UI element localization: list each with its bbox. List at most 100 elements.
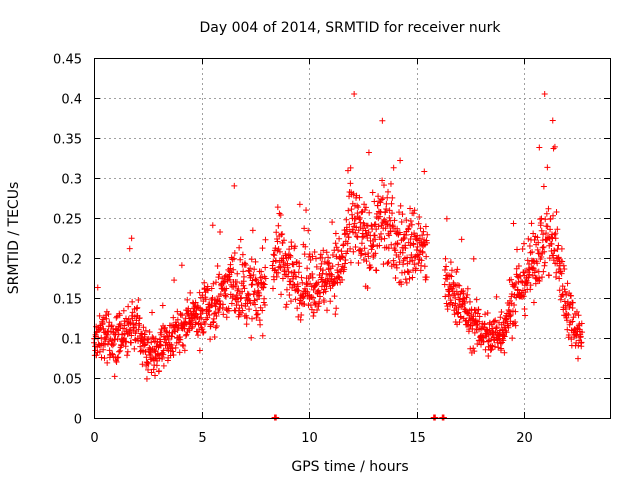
data-point [236, 244, 243, 251]
data-point [381, 235, 388, 242]
data-point [396, 259, 403, 266]
data-point [397, 157, 404, 164]
data-point [575, 355, 582, 362]
zero-data-point [273, 414, 280, 421]
data-point [407, 205, 414, 212]
data-point [124, 348, 131, 355]
data-point [212, 310, 219, 317]
data-point [532, 280, 539, 287]
data-point [529, 249, 536, 256]
data-point [540, 268, 547, 275]
data-point [247, 265, 254, 272]
data-point [394, 225, 401, 232]
data-point [521, 240, 527, 247]
data-point [462, 306, 469, 313]
data-point [279, 239, 286, 246]
data-point [111, 373, 118, 380]
data-point [252, 276, 259, 283]
data-point [355, 260, 362, 267]
data-point [332, 311, 339, 318]
data-point [125, 316, 132, 323]
data-point [278, 291, 285, 298]
data-point [171, 277, 178, 284]
data-point [375, 223, 382, 230]
data-point [225, 307, 232, 314]
data-point [453, 268, 460, 275]
data-point [246, 306, 253, 313]
data-point [342, 256, 349, 263]
data-point [547, 215, 554, 222]
data-point [498, 309, 505, 316]
data-point [178, 262, 185, 269]
data-point [452, 294, 459, 301]
data-point [220, 311, 227, 318]
data-point [422, 276, 429, 283]
data-point [386, 232, 393, 239]
data-point [269, 285, 276, 292]
data-point [411, 261, 418, 268]
data-point [351, 220, 358, 227]
data-point [249, 315, 256, 322]
data-point [566, 321, 573, 328]
data-point [237, 295, 244, 302]
data-point [536, 144, 543, 151]
data-point [535, 239, 542, 246]
data-point [386, 222, 393, 229]
data-point [192, 310, 199, 317]
data-point [466, 298, 473, 305]
data-point [357, 246, 364, 253]
data-point [465, 310, 472, 317]
data-point [230, 266, 237, 273]
data-point [403, 231, 410, 238]
data-point [374, 202, 381, 209]
data-point [471, 348, 478, 355]
y-tick-label: 0.4 [61, 93, 82, 108]
data-point [382, 225, 389, 232]
data-point [538, 215, 545, 222]
axis-ticks: 0 0.05 0.1 0.15 0.2 0.25 0.3 0.35 0.4 0.45 0 5 10 15 2… [53, 53, 610, 446]
data-point [226, 276, 233, 283]
data-point [318, 260, 325, 267]
data-point [135, 296, 142, 303]
data-point [192, 299, 199, 306]
data-point [352, 229, 359, 236]
data-point [129, 309, 136, 316]
data-point [460, 290, 467, 297]
data-point [256, 292, 263, 299]
data-point [419, 249, 426, 256]
data-point [124, 352, 131, 359]
data-point [416, 213, 423, 220]
data-point [161, 325, 168, 332]
data-point [573, 308, 580, 315]
data-point [418, 262, 425, 269]
data-point [259, 307, 266, 314]
data-point [545, 272, 552, 279]
data-point [113, 358, 120, 365]
data-point [184, 296, 191, 303]
data-point [294, 305, 301, 312]
grid-layer [94, 58, 610, 418]
data-point [113, 314, 120, 321]
data-point [421, 168, 428, 175]
data-point [103, 315, 110, 322]
data-point [418, 257, 425, 264]
data-point [238, 302, 245, 309]
data-point [342, 260, 349, 267]
data-point [383, 200, 390, 207]
data-point [578, 339, 585, 346]
data-point [356, 214, 363, 221]
x-axis-label: GPS time / hours [291, 459, 408, 475]
data-point [271, 252, 278, 259]
data-point [335, 247, 342, 254]
data-point [323, 249, 330, 256]
data-point [358, 209, 365, 216]
data-point [384, 260, 391, 267]
data-point [514, 246, 521, 253]
data-point [251, 297, 258, 304]
data-point [201, 320, 208, 327]
data-point [382, 208, 389, 215]
data-point [119, 331, 126, 338]
data-point [281, 237, 288, 244]
data-point [539, 244, 546, 251]
data-point [254, 310, 261, 317]
